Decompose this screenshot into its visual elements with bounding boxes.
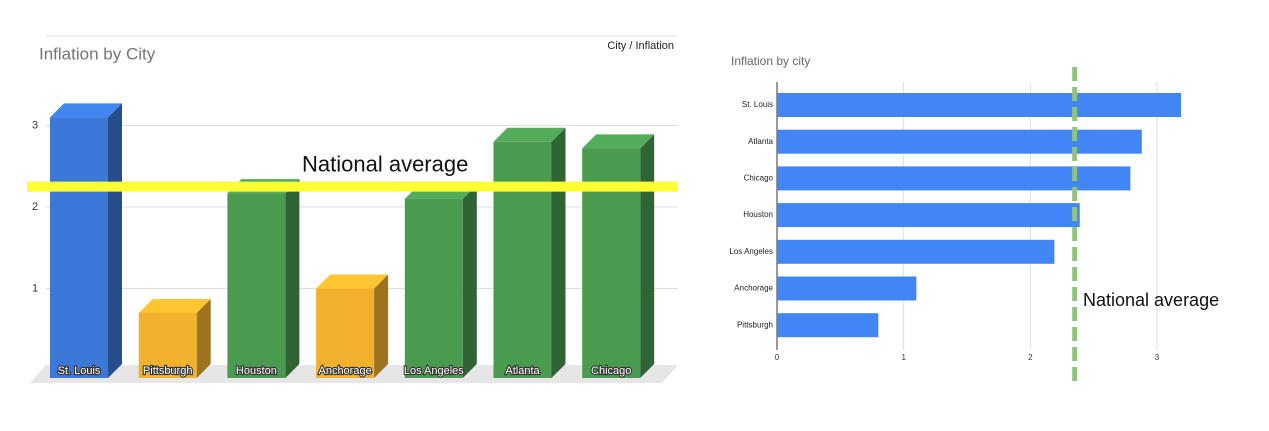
bar-side: [640, 134, 655, 378]
bar-side: [108, 103, 122, 378]
bar: [777, 166, 1131, 191]
x-tick-label: Atlanta: [505, 365, 540, 377]
x-tick-label: Pittsburgh: [143, 365, 193, 377]
bar-side: [551, 127, 566, 378]
bar-top: [582, 134, 655, 149]
y-tick-label: Los Angeles: [729, 247, 773, 256]
chart-title: Inflation by City: [39, 44, 156, 63]
y-tick-label: Pittsburgh: [737, 320, 773, 329]
x-tick-label: Los Angeles: [404, 365, 464, 377]
bar-side: [374, 274, 389, 378]
bar: [316, 288, 375, 378]
chart-title: Inflation by city: [731, 54, 810, 68]
bar-side: [285, 179, 300, 378]
x-tick-label: Houston: [236, 365, 277, 377]
annotation: National average: [302, 151, 468, 176]
bar: [138, 312, 197, 378]
average-line: [27, 181, 678, 192]
y-tick-label: Anchorage: [734, 284, 773, 293]
bar-top: [493, 127, 566, 142]
bar-top: [50, 103, 122, 118]
y-tick-label: 3: [32, 119, 38, 131]
y-tick-label: Houston: [743, 210, 773, 219]
y-tick-label: Chicago: [744, 174, 774, 183]
bar: [777, 239, 1055, 264]
annotation: National average: [1083, 290, 1219, 310]
bar-top: [138, 298, 211, 313]
bar: [777, 93, 1182, 117]
bar: [493, 141, 552, 378]
bar: [777, 129, 1142, 154]
bar: [227, 193, 286, 378]
bar-side: [462, 184, 477, 378]
x-tick-label: St. Louis: [58, 365, 101, 377]
y-tick-label: 2: [32, 201, 38, 213]
legend-label: City / Inflation: [607, 40, 674, 52]
bar-top: [316, 274, 389, 289]
x-tick-label: 1: [901, 353, 906, 362]
bar-side: [196, 298, 211, 378]
x-tick-label: 0: [775, 353, 780, 362]
bar: [777, 203, 1080, 228]
bar: [50, 117, 108, 378]
x-tick-label: 3: [1155, 353, 1160, 362]
y-tick-label: 1: [32, 282, 38, 294]
bar: [404, 198, 463, 378]
y-tick-label: Atlanta: [748, 137, 773, 146]
x-tick-label: Chicago: [591, 365, 631, 377]
bar: [777, 276, 917, 301]
x-tick-label: Anchorage: [318, 365, 371, 377]
y-tick-label: St. Louis: [742, 100, 773, 109]
x-tick-label: 2: [1028, 353, 1033, 362]
bar: [777, 313, 879, 338]
